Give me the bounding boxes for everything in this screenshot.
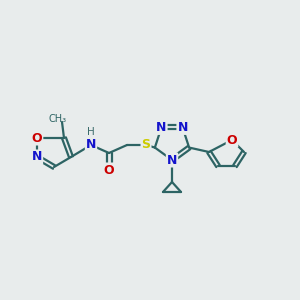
Text: H: H: [87, 127, 95, 137]
Text: S: S: [142, 139, 151, 152]
Text: N: N: [167, 154, 177, 166]
Text: O: O: [227, 134, 237, 146]
Text: O: O: [104, 164, 114, 176]
Text: N: N: [86, 139, 96, 152]
Text: N: N: [32, 151, 42, 164]
Text: N: N: [156, 121, 167, 134]
Text: CH₃: CH₃: [49, 114, 67, 124]
Text: O: O: [32, 131, 42, 145]
Text: N: N: [177, 121, 188, 134]
